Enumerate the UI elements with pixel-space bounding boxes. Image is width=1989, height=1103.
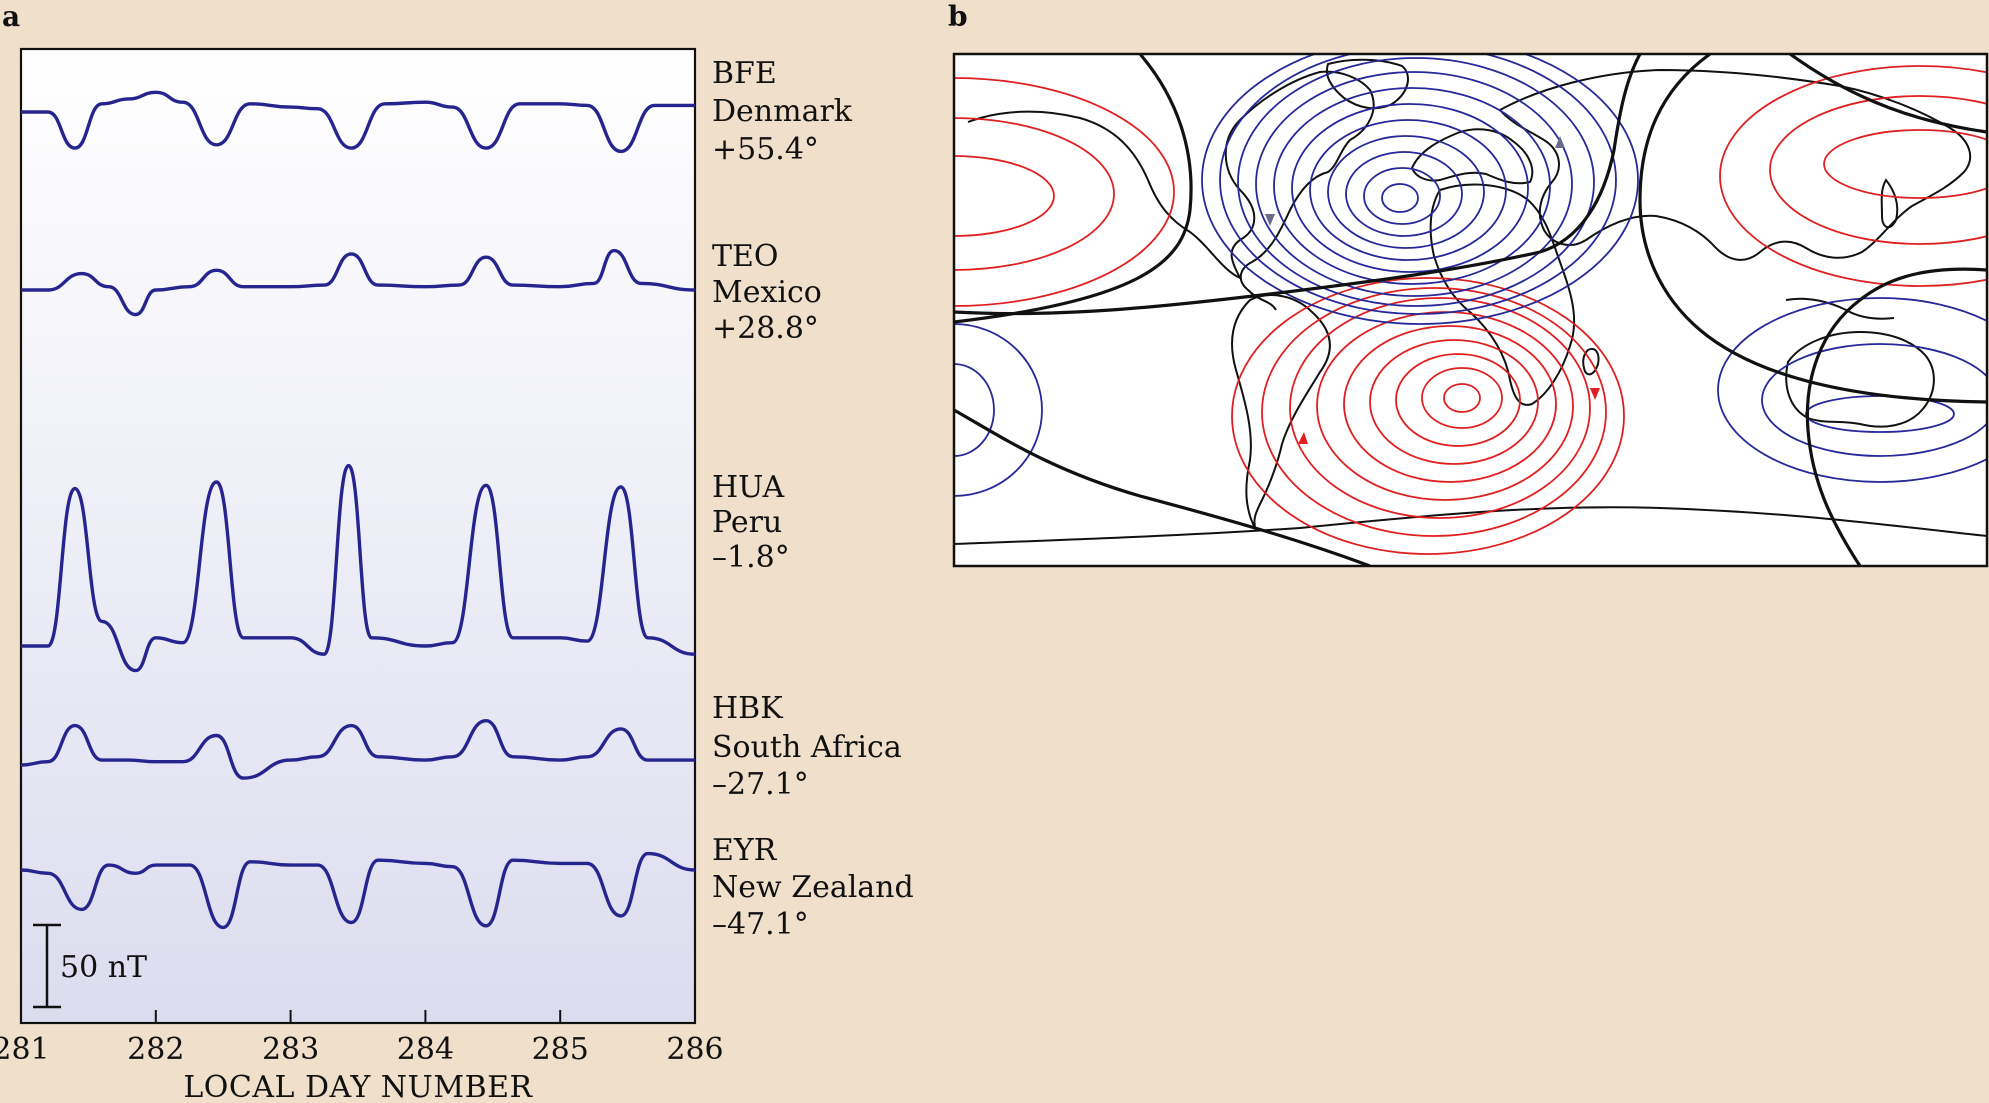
trace-hbk — [20, 718, 695, 780]
panel-a-label: a — [2, 0, 20, 33]
station-label-bfe: BFE Denmark +55.4° — [712, 56, 853, 167]
station-latitude: +28.8° — [712, 311, 819, 346]
south-america-outline — [1231, 294, 1331, 531]
x-tick-label: 283 — [262, 1032, 319, 1067]
station-code: HUA — [712, 470, 785, 505]
x-ticks: 281 282 283 284 285 286 — [0, 1010, 724, 1067]
station-label-hbk: HBK South Africa –27.1° — [712, 691, 902, 802]
europe-outline — [1410, 128, 1534, 185]
map-frame — [952, 52, 1989, 568]
contours-western-south — [954, 323, 1043, 497]
station-code: BFE — [712, 56, 777, 91]
madagascar-outline — [1582, 348, 1600, 376]
scale-bar-label: 50 nT — [60, 950, 147, 985]
x-tick-label: 285 — [532, 1032, 589, 1067]
x-tick-label: 281 — [0, 1032, 50, 1067]
panel-b: b — [948, 0, 1989, 568]
antarctica-outline — [954, 506, 1987, 545]
station-latitude: –27.1° — [712, 767, 809, 802]
panel-a: a 281 282 283 284 285 286 50 nT BFE Denmark +… — [0, 0, 914, 1103]
x-tick-label: 284 — [397, 1032, 454, 1067]
station-country: Denmark — [712, 94, 853, 129]
trace-teo — [21, 248, 696, 317]
x-axis-title: LOCAL DAY NUMBER — [183, 1070, 533, 1103]
x-tick-label: 282 — [127, 1032, 184, 1067]
contours-southern-vortex — [1231, 277, 1625, 555]
contours-northern-vortex — [1201, 54, 1639, 325]
station-country: South Africa — [712, 730, 902, 765]
panel-b-label: b — [948, 0, 968, 33]
trace-bfe — [21, 90, 695, 154]
scale-bar: 50 nT — [33, 923, 147, 1009]
station-latitude: –47.1° — [712, 907, 809, 942]
station-label-eyr: EYR New Zealand –47.1° — [712, 833, 914, 942]
station-code: TEO — [712, 239, 779, 274]
station-label-hua: HUA Peru –1.8° — [712, 470, 790, 575]
station-code: EYR — [712, 833, 778, 868]
flow-arrows — [1265, 136, 1600, 444]
station-country: Mexico — [712, 275, 822, 310]
trace-eyr — [20, 851, 696, 930]
x-tick-label: 286 — [666, 1032, 723, 1067]
trace-hua — [21, 463, 696, 673]
station-country: New Zealand — [712, 870, 914, 905]
station-latitude: –1.8° — [712, 540, 790, 575]
contours-western-north — [954, 77, 1175, 307]
station-country: Peru — [712, 505, 782, 540]
zero-contours — [954, 54, 1987, 566]
station-latitude: +55.4° — [712, 132, 819, 167]
station-label-teo: TEO Mexico +28.8° — [712, 239, 822, 346]
asia-outline — [1498, 68, 1972, 261]
trace-group — [20, 90, 696, 930]
africa-outline — [1429, 183, 1576, 406]
contours-pacific-north — [1719, 65, 1987, 287]
map-content — [954, 54, 1987, 566]
station-code: HBK — [712, 691, 783, 726]
